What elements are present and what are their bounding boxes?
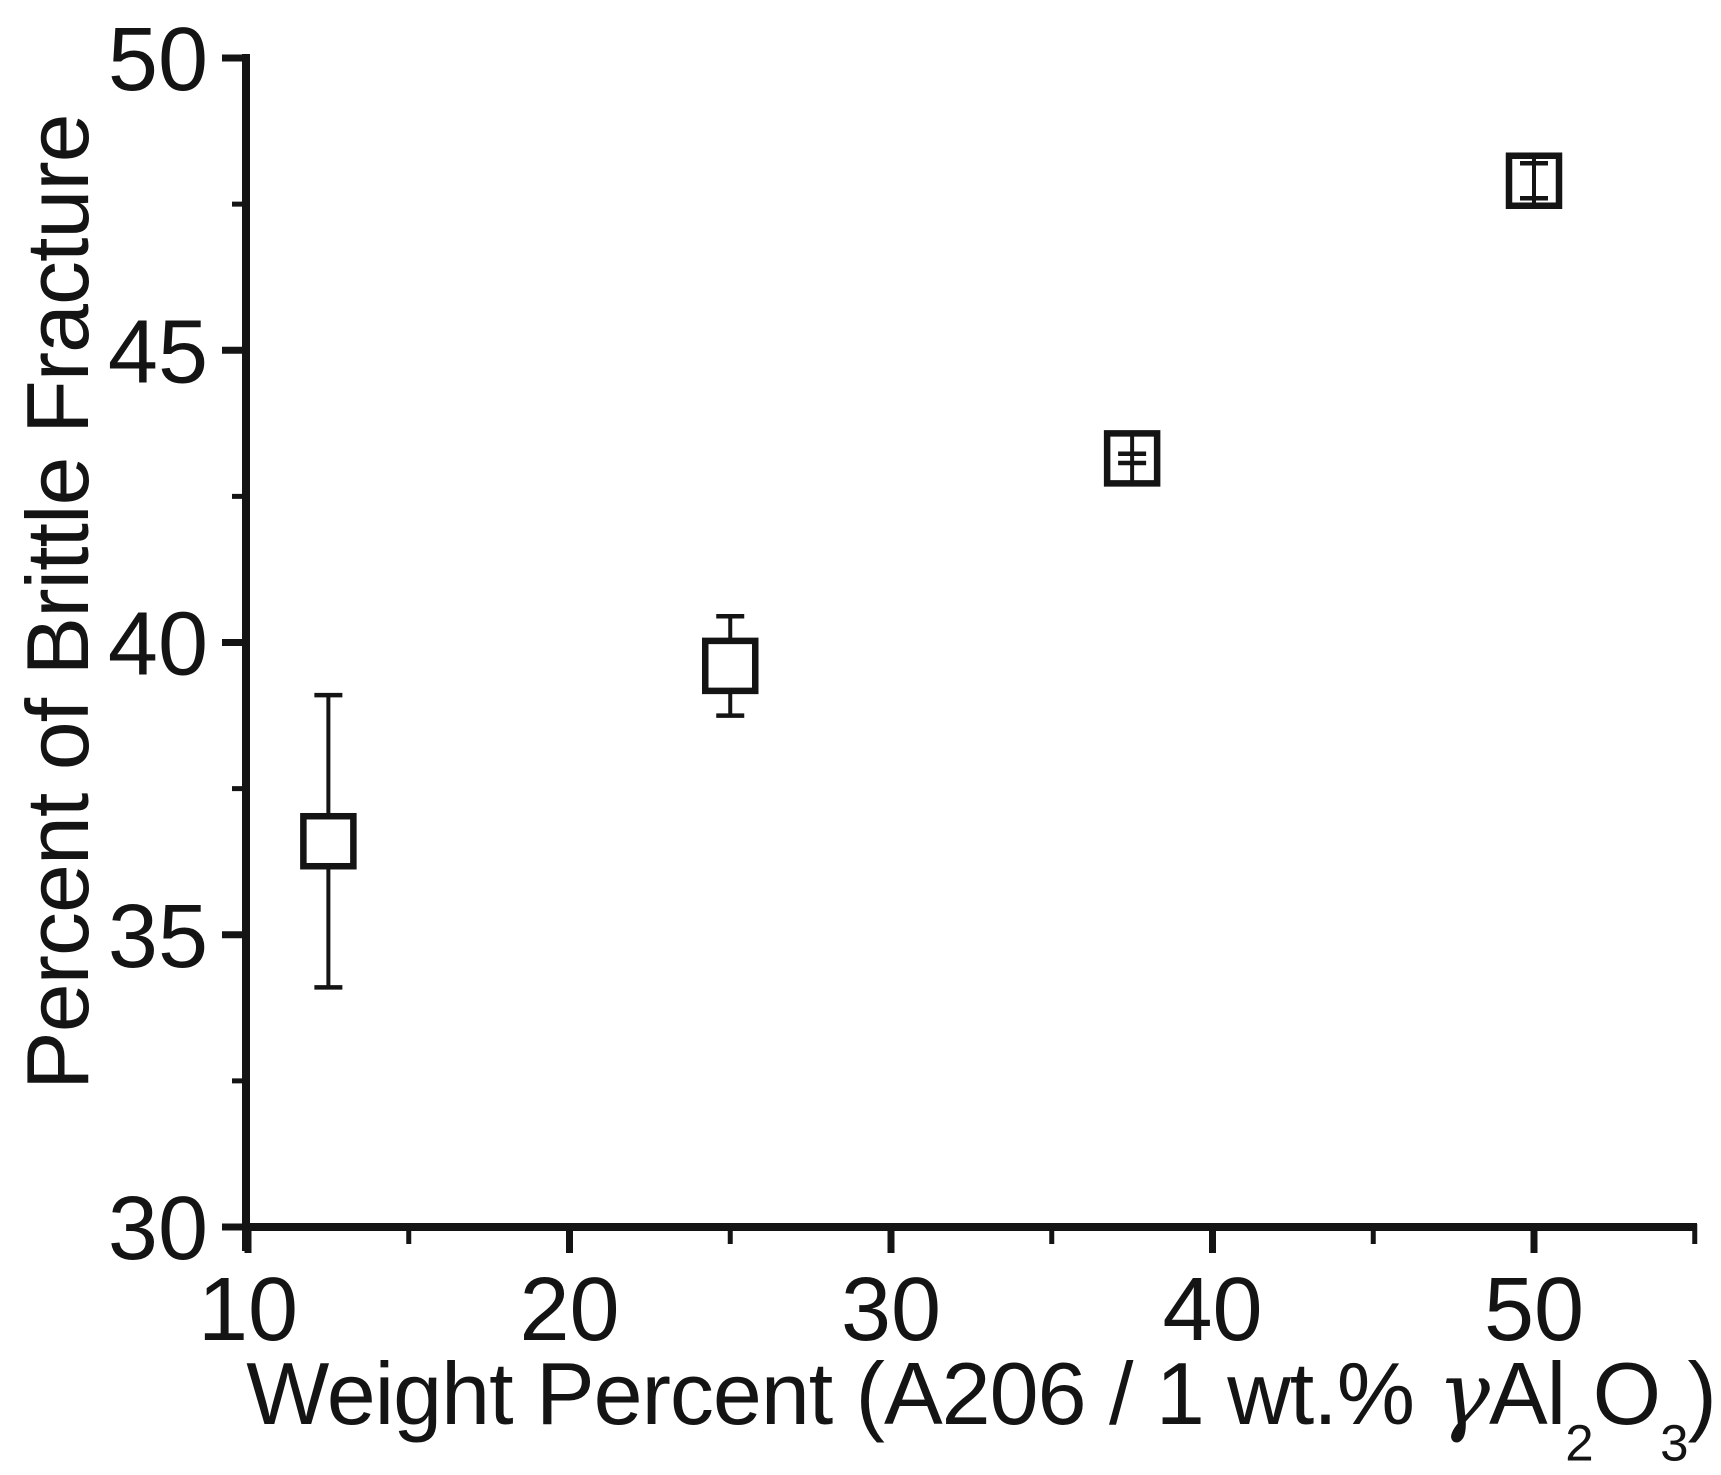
y-axis-tick-label: 35 [108, 887, 208, 987]
x-axis-tick-label: 30 [841, 1260, 941, 1360]
x-axis-title-sub-segment: 3 [1660, 1414, 1688, 1472]
x-axis-tick-label: 20 [519, 1260, 619, 1360]
x-axis-title-segment: Al [1488, 1344, 1566, 1443]
data-point-marker [702, 637, 759, 695]
data-point-marker [300, 812, 357, 870]
y-axis-title: Percent of Brittle Fracture [8, 114, 107, 1090]
x-axis-tick-label: 40 [1162, 1260, 1262, 1360]
x-axis-title-segment: Weight Percent (A206 / 1 wt.% [246, 1344, 1438, 1443]
x-axis-title-segment: ) [1687, 1344, 1716, 1443]
x-axis-title-sub-segment: 2 [1565, 1414, 1593, 1472]
y-axis-tick-label: 45 [108, 302, 208, 402]
x-axis-title-gamma-segment: γ [1437, 1342, 1490, 1445]
y-axis-tick-label: 40 [108, 595, 208, 695]
y-axis-tick-label: 50 [108, 10, 208, 110]
x-axis-tick-label: 10 [198, 1260, 298, 1360]
x-axis-title: Weight Percent (A206 / 1 wt.% γAl2O3) [246, 1344, 1717, 1472]
x-axis-tick-label: 50 [1484, 1260, 1584, 1360]
y-axis-tick-label: 30 [108, 1179, 208, 1279]
x-axis-title-segment: O [1592, 1344, 1661, 1443]
